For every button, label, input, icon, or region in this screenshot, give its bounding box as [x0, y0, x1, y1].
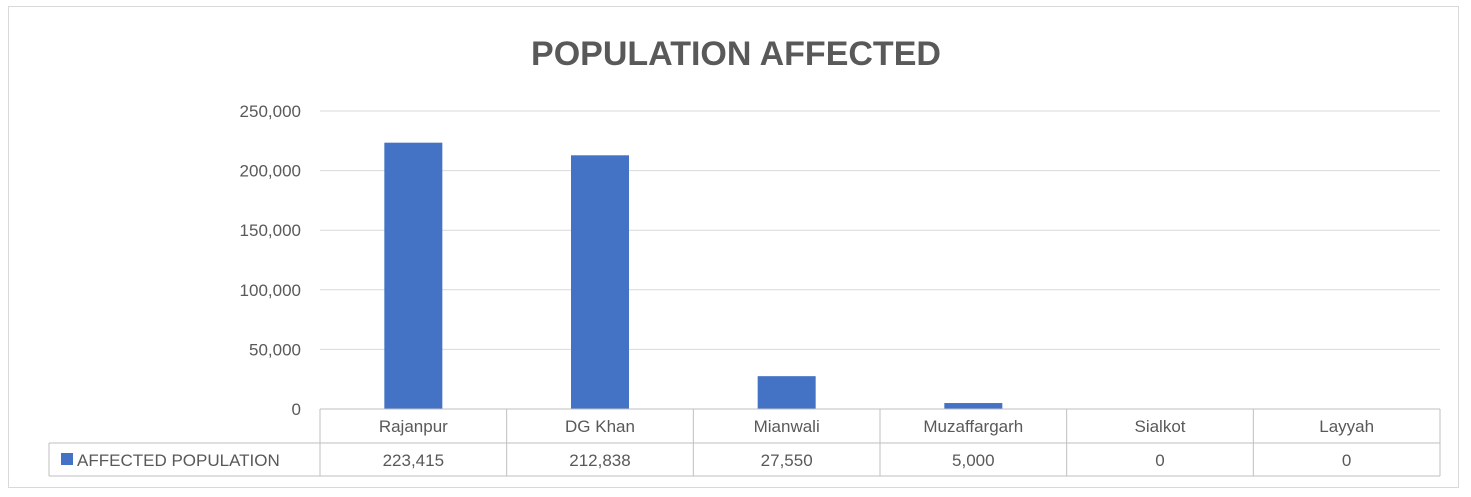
data-table-value: 27,550: [761, 451, 813, 470]
category-label: Mianwali: [754, 417, 820, 436]
bar: [571, 155, 629, 409]
y-axis-ticks: 0 50,000 100,000 150,000 200,000 250,000: [240, 102, 301, 419]
category-label: Layyah: [1319, 417, 1374, 436]
bar-chart: POPULATION AFFECTED 0 50,000 100,000 150,00…: [48, 35, 1441, 477]
category-label: Muzaffargarh: [923, 417, 1023, 436]
y-tick-label: 150,000: [240, 221, 301, 240]
y-tick-label: 50,000: [249, 340, 301, 359]
data-table: Rajanpur DG Khan Mianwali Muzaffargarh Sialk…: [48, 408, 1441, 477]
bar: [944, 403, 1003, 409]
category-label: DG Khan: [565, 417, 635, 436]
y-tick-label: 250,000: [240, 102, 301, 121]
y-tick-label: 100,000: [240, 281, 301, 300]
bar: [384, 142, 443, 409]
category-label: Rajanpur: [379, 417, 448, 436]
data-table-value: 212,838: [569, 451, 630, 470]
data-table-value: 5,000: [952, 451, 995, 470]
gridlines: [320, 110, 1440, 350]
data-table-value: 0: [1155, 451, 1164, 470]
y-tick-label: 200,000: [240, 162, 301, 181]
y-tick-label: 0: [292, 400, 301, 419]
category-label: Sialkot: [1134, 417, 1185, 436]
bar: [757, 376, 816, 409]
data-table-value: 223,415: [383, 451, 444, 470]
chart-title: POPULATION AFFECTED: [531, 35, 941, 73]
chart-frame: POPULATION AFFECTED 0 50,000 100,000 150,00…: [8, 6, 1459, 488]
legend-swatch: [61, 453, 73, 465]
legend-label: AFFECTED POPULATION: [77, 451, 280, 470]
data-table-value: 0: [1342, 451, 1351, 470]
bars: [384, 142, 1003, 409]
